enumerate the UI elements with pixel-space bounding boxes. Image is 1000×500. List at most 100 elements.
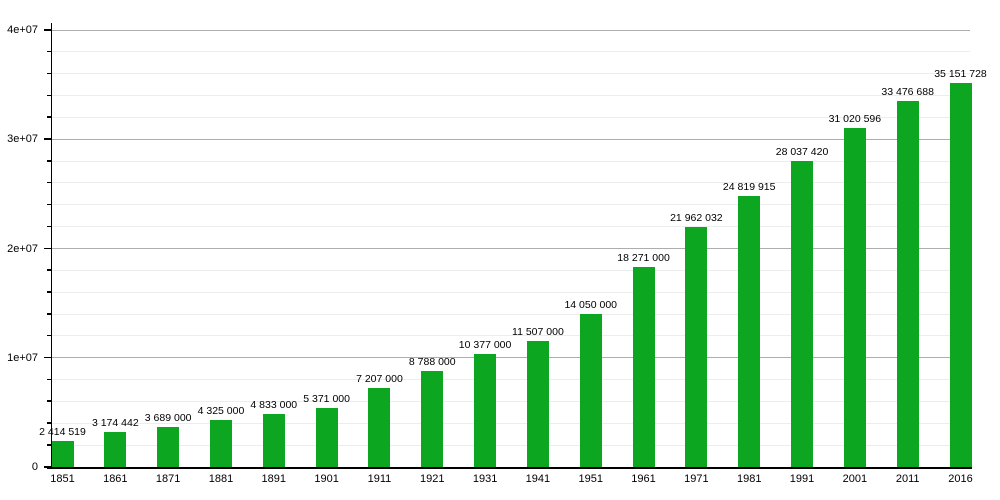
minor-gridline bbox=[52, 379, 970, 381]
bar bbox=[262, 414, 285, 467]
bar bbox=[315, 408, 338, 467]
y-axis-ticks bbox=[43, 29, 51, 468]
bar-value-label: 5 371 000 bbox=[303, 393, 350, 406]
minor-gridline bbox=[52, 160, 970, 162]
bar-value-label: 35 151 728 bbox=[934, 67, 987, 80]
bar-value-label: 3 689 000 bbox=[144, 411, 192, 424]
bar bbox=[843, 128, 866, 467]
bar-value-label: 4 833 000 bbox=[250, 399, 298, 412]
major-gridline bbox=[52, 138, 970, 140]
major-gridline bbox=[52, 357, 970, 359]
minor-gridline bbox=[52, 116, 970, 118]
x-axis bbox=[47, 466, 972, 469]
bar-value-label: 3 174 442 bbox=[91, 417, 139, 430]
bar-value-label: 28 037 420 bbox=[775, 145, 829, 158]
bar bbox=[632, 267, 655, 467]
bar bbox=[738, 195, 761, 467]
minor-gridline bbox=[52, 182, 970, 184]
y-axis bbox=[50, 23, 52, 469]
x-tick-label: 1971 bbox=[684, 473, 709, 485]
y-axis-tick bbox=[46, 291, 51, 293]
bar-value-label: 21 962 032 bbox=[670, 212, 723, 225]
y-tick-label: 4e+07 bbox=[7, 24, 38, 36]
bar-value-label: 14 050 000 bbox=[564, 298, 618, 311]
bar bbox=[421, 371, 444, 467]
x-tick-label: 1981 bbox=[736, 473, 762, 485]
x-tick-label: 2001 bbox=[842, 473, 868, 485]
x-tick-label: 1911 bbox=[367, 473, 392, 485]
bar bbox=[791, 160, 814, 467]
bar bbox=[157, 426, 180, 467]
bar-value-label: 7 207 000 bbox=[356, 373, 403, 386]
bar bbox=[474, 353, 497, 467]
x-tick-label: 1931 bbox=[472, 473, 498, 485]
x-tick-label: 1881 bbox=[208, 473, 234, 485]
x-tick-label: 1921 bbox=[420, 473, 445, 485]
y-axis-tick bbox=[46, 378, 51, 381]
y-tick-label: 0 bbox=[31, 461, 38, 473]
y-axis-tick bbox=[46, 422, 51, 424]
y-axis-tick bbox=[46, 269, 51, 271]
minor-gridline bbox=[52, 291, 970, 293]
y-axis-tick bbox=[46, 203, 51, 206]
minor-gridline bbox=[52, 73, 970, 75]
y-axis-tick bbox=[43, 138, 51, 140]
bar bbox=[579, 313, 602, 467]
x-tick-label: 1871 bbox=[155, 473, 181, 485]
minor-gridline bbox=[52, 226, 970, 228]
minor-gridline bbox=[52, 422, 970, 424]
x-tick-label: 1951 bbox=[578, 473, 603, 485]
bar-value-label: 31 020 596 bbox=[828, 113, 882, 126]
y-axis-tick bbox=[46, 225, 51, 228]
bar-value-label: 4 325 000 bbox=[197, 404, 245, 417]
minor-gridline bbox=[52, 313, 970, 315]
x-tick-label: 1991 bbox=[789, 473, 815, 485]
minor-gridline bbox=[52, 269, 970, 271]
bar bbox=[209, 419, 232, 467]
bar-value-label: 2 414 519 bbox=[39, 425, 86, 438]
bar bbox=[51, 440, 74, 467]
y-axis-tick bbox=[46, 72, 51, 75]
y-axis-tick bbox=[46, 313, 51, 315]
minor-gridline bbox=[52, 400, 970, 402]
bar bbox=[685, 227, 708, 467]
y-tick-label: 2e+07 bbox=[7, 242, 38, 255]
x-tick-label: 2016 bbox=[948, 473, 973, 485]
bar bbox=[368, 388, 391, 467]
bar-value-label: 8 788 000 bbox=[408, 356, 456, 368]
bar-value-label: 10 377 000 bbox=[458, 338, 512, 351]
plot-area: 2 414 519 1851 3 174 442 1861 3 689 000 1871 4… bbox=[39, 29, 987, 485]
bar bbox=[896, 101, 919, 467]
y-tick-label: 1e+07 bbox=[7, 351, 38, 364]
bar bbox=[949, 82, 972, 467]
y-axis-tick bbox=[43, 247, 51, 249]
major-gridline bbox=[52, 248, 970, 249]
major-gridline bbox=[52, 29, 970, 31]
y-axis-tick bbox=[46, 334, 51, 337]
minor-gridline bbox=[52, 444, 970, 446]
minor-gridline bbox=[52, 204, 970, 206]
y-axis-labels: 0 1e+07 2e+07 3e+07 4e+07 bbox=[0, 24, 42, 473]
bar-value-label: 18 271 000 bbox=[617, 252, 670, 265]
minor-gridline bbox=[52, 51, 970, 53]
x-tick-label: 1851 bbox=[50, 473, 75, 485]
y-axis-tick bbox=[46, 444, 51, 446]
x-tick-label: 1961 bbox=[631, 473, 656, 485]
y-axis-tick bbox=[46, 50, 51, 53]
y-axis-tick bbox=[46, 400, 51, 402]
minor-gridline bbox=[52, 95, 970, 97]
y-axis-tick bbox=[46, 116, 51, 118]
bar bbox=[526, 341, 549, 467]
bar-value-label: 11 507 000 bbox=[512, 326, 564, 339]
bar bbox=[104, 432, 127, 467]
y-axis-tick bbox=[46, 94, 51, 97]
bar-value-label: 33 476 688 bbox=[881, 86, 934, 99]
minor-gridline bbox=[52, 335, 970, 337]
x-tick-label: 1901 bbox=[314, 473, 339, 485]
y-axis-tick bbox=[43, 356, 51, 359]
x-tick-label: 2011 bbox=[895, 473, 920, 485]
y-axis-tick bbox=[46, 181, 51, 184]
x-tick-label: 1861 bbox=[103, 473, 128, 485]
x-tick-label: 1891 bbox=[261, 473, 287, 485]
